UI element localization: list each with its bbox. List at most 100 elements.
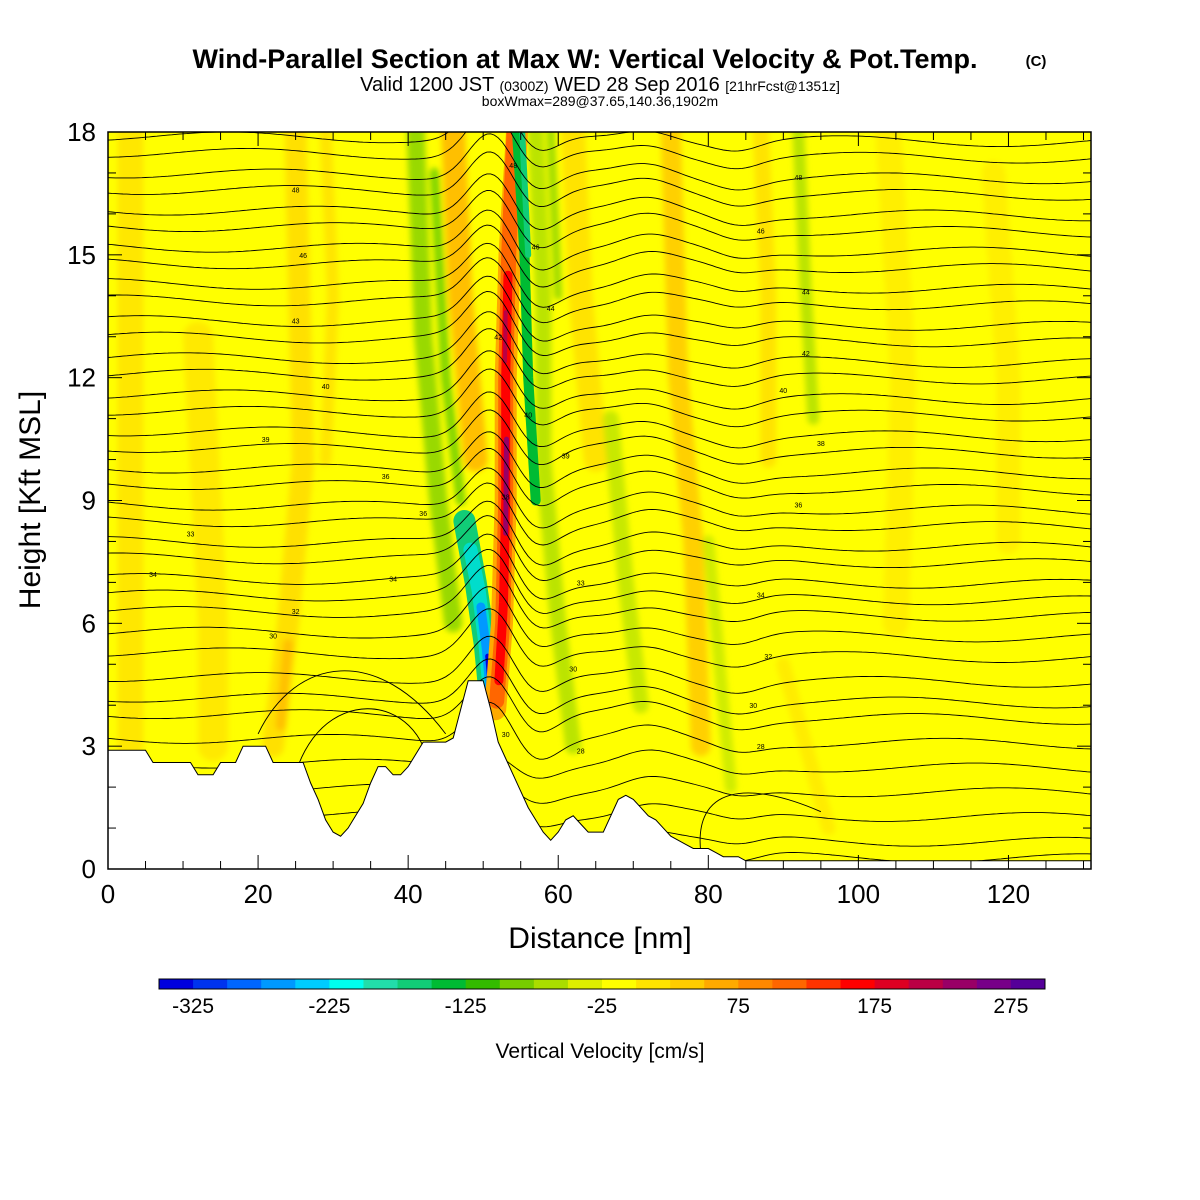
colorbar-swatch [193, 979, 228, 989]
contour-label: 44 [547, 306, 555, 313]
isentrope-line [108, 311, 1091, 375]
x-tick-label: 20 [244, 879, 273, 909]
colorbar-tick-label: -125 [445, 995, 487, 1018]
chart-title: Wind-Parallel Section at Max W: Vertical… [193, 44, 978, 74]
colorbar-tick-label: -25 [587, 995, 617, 1018]
isentrope-line [108, 368, 1091, 428]
x-tick-label: 100 [837, 879, 880, 909]
isentrope-line [108, 467, 1091, 529]
colorbar-swatch [499, 979, 535, 989]
isentrope-line [108, 242, 1091, 308]
isentrope-line [108, 151, 1091, 208]
isentrope-low-loop [257, 670, 447, 735]
isentrope-line [108, 409, 1091, 466]
contour-label: 44 [802, 290, 810, 297]
plot-area: 48 46 43 40 39 36 36 33 34 34 32 30 48 46 44 42 40 39 38 33… [108, 132, 1091, 869]
colorbar-label: Vertical Velocity [cm/s] [496, 1040, 705, 1063]
contour-label: 46 [757, 228, 765, 235]
isentrope-line [108, 350, 1091, 410]
contour-label: 34 [757, 593, 765, 600]
band-orange-2 [561, 132, 608, 472]
isentrope-line [108, 533, 1091, 600]
colorbar-frame [158, 978, 1046, 990]
colorbar-swatch [840, 979, 876, 989]
colorbar-swatch [670, 979, 705, 989]
colorbar-swatch [329, 979, 364, 989]
contour-label: 33 [187, 531, 195, 538]
isentrope-line [108, 391, 1091, 449]
band-orange-low [275, 638, 294, 731]
colorbar-swatch [397, 979, 433, 989]
colorbar-swatch [908, 979, 944, 989]
colorbar-swatch [874, 979, 910, 989]
isentrope-line [108, 635, 1091, 694]
colorbar: -325 -225 -125 -25 75 175 275 [158, 978, 1046, 1018]
contour-label: 42 [802, 351, 810, 358]
y-tick-label: 12 [67, 363, 96, 393]
band-yellow-right-low [776, 657, 836, 836]
contour-label: 34 [149, 572, 157, 579]
x-tick-label: 120 [987, 879, 1030, 909]
y-tick-label: 15 [67, 240, 96, 270]
colorbar-tick-label: 75 [727, 995, 750, 1018]
updraft-side-green [512, 132, 541, 506]
contour-label: 36 [382, 474, 390, 481]
contour-label: 43 [292, 318, 300, 325]
y-tick-label: 6 [82, 608, 96, 638]
contour-label: 46 [299, 253, 307, 260]
isentrope-line [108, 190, 1091, 249]
isentrope-line [108, 257, 1091, 324]
contour-label: 48 [292, 187, 300, 194]
colorbar-swatch [602, 979, 637, 989]
colorbar-tick-label: -325 [172, 995, 214, 1018]
isentrope-line [108, 133, 1091, 191]
isentrope-line [108, 431, 1091, 488]
subtitle-date: WED 28 Sep 2016 [554, 74, 720, 96]
colorbar-tick-label: 175 [857, 995, 892, 1018]
contour-label: 30 [502, 732, 510, 739]
band-green-3 [602, 410, 649, 714]
contour-labels: 48 46 43 40 39 36 36 33 34 34 32 30 48 46 44 42 40 39 38 33… [149, 163, 825, 755]
colorbar-swatch [1010, 979, 1046, 989]
isentrope-line [108, 132, 1091, 152]
contour-label: 40 [524, 413, 532, 420]
contour-label: 36 [795, 503, 803, 510]
contour-label: 30 [569, 666, 577, 673]
chart-subtitle-2: boxWmax=289@37.65,140.36,1902m [482, 93, 718, 109]
contour-label: 30 [749, 703, 757, 710]
isentrope-line [108, 701, 1091, 760]
isentrope-line [108, 482, 1091, 546]
y-tick-label: 18 [67, 117, 96, 147]
isentrope-line [108, 291, 1091, 356]
subtitle-forecast: [21hrFcst@1351z] [725, 78, 840, 94]
contour-label: 48 [795, 175, 803, 182]
y-tick-label: 3 [82, 731, 96, 761]
colorbar-swatch [772, 979, 807, 989]
x-tick-label: 0 [101, 879, 115, 909]
colorbar-tick-label: -225 [308, 995, 350, 1018]
y-tick-label: 9 [82, 486, 96, 516]
band-yellow-right [875, 132, 917, 637]
contour-label: 46 [532, 245, 540, 252]
contour-label: 32 [764, 654, 772, 661]
isentrope-low-loop-3 [699, 792, 822, 853]
contour-label: 39 [262, 437, 270, 444]
contour-label: 40 [779, 388, 787, 395]
isentrope-line [108, 447, 1091, 507]
isentrope-line [108, 224, 1091, 288]
y-axis-label: Height [Kft MSL] [14, 391, 47, 609]
band-orange-1 [441, 132, 488, 472]
colorbar-swatch [363, 979, 399, 989]
band-green-2 [527, 132, 582, 755]
band-yellow-left-2 [183, 321, 229, 762]
isentrope-line [108, 515, 1091, 581]
colorbar-swatch [806, 979, 842, 989]
colorbar-swatch [976, 979, 1012, 989]
band-orange-4 [752, 132, 777, 468]
contour-label: 34 [389, 576, 397, 583]
x-tick-label: 80 [694, 879, 723, 909]
contour-label: 38 [502, 494, 510, 501]
contour-label: 28 [757, 744, 765, 751]
